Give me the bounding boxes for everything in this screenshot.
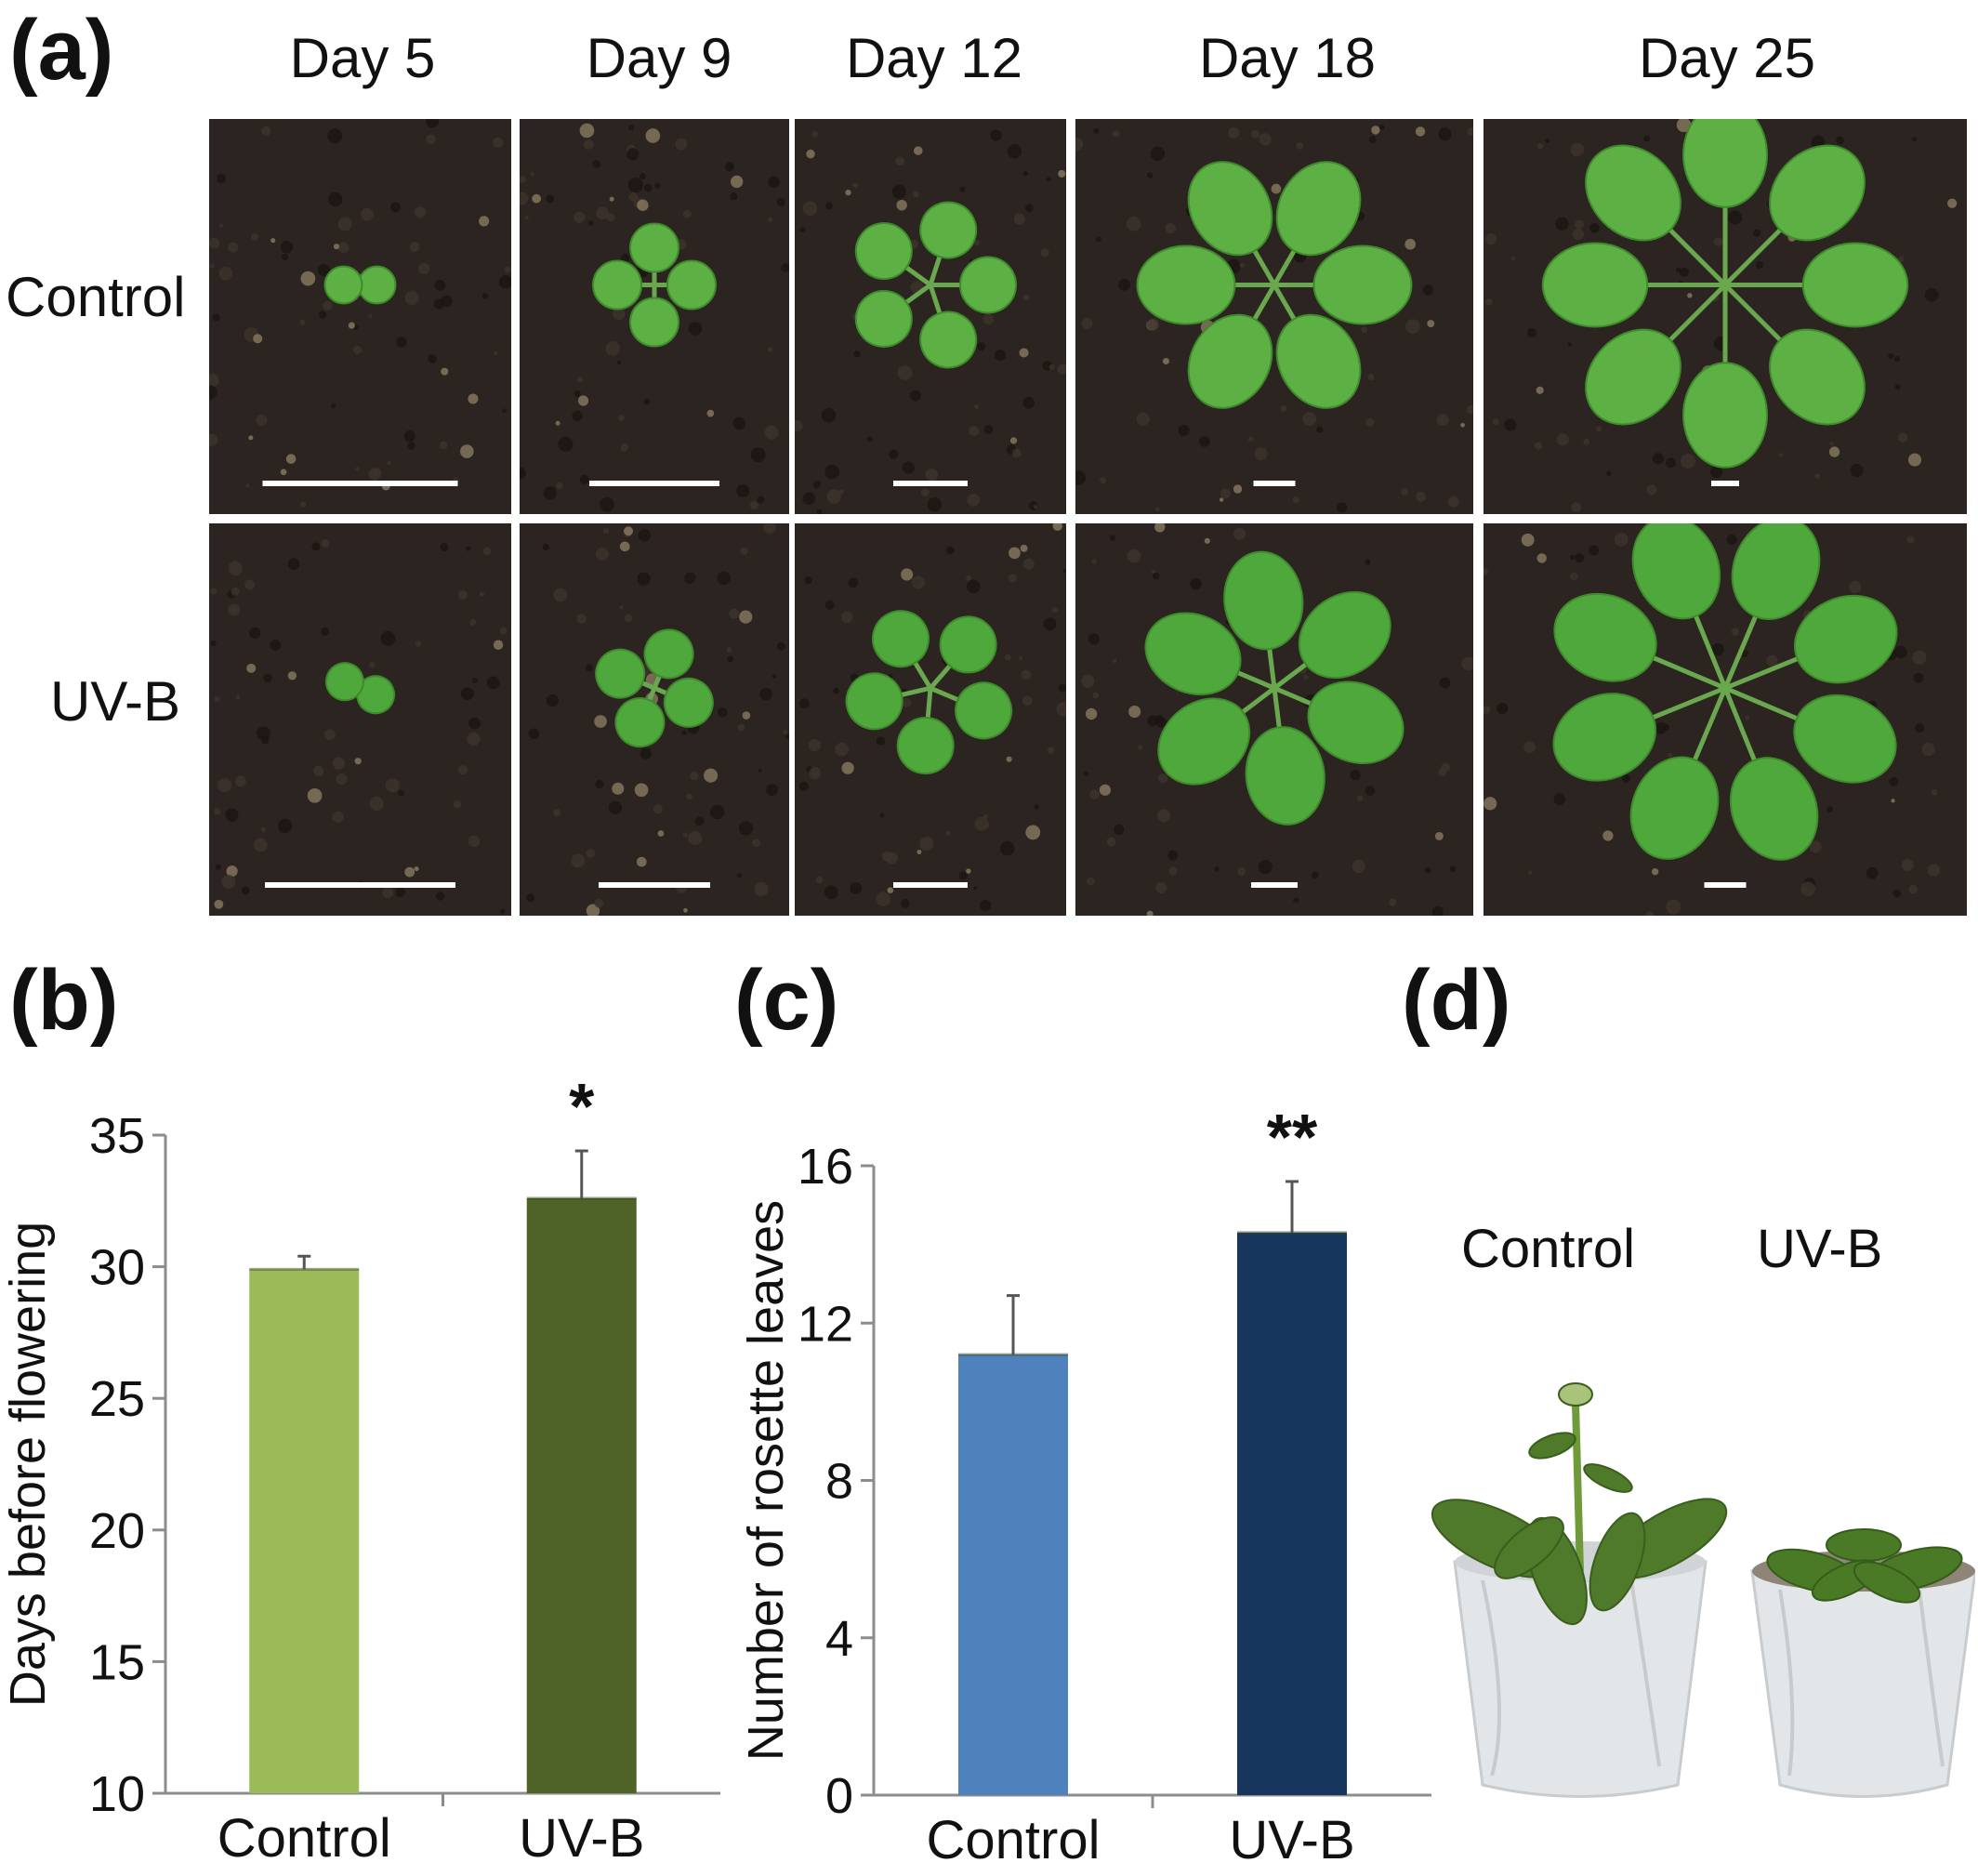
y-axis-title: Number of rosette leaves [738,1200,794,1761]
bar-uv-b [1237,1232,1347,1795]
y-tick-label: 4 [825,1611,853,1667]
day-label-2: Day 9 [586,27,732,89]
y-tick-label: 0 [825,1768,853,1824]
significance-marker: ** [1267,1101,1318,1173]
day-label-3: Day 12 [845,27,1023,89]
potted-plants-illustration [1431,1382,1975,1798]
panel-b-letter: (b) [9,953,119,1048]
pot-label-control: Control [1461,1219,1635,1279]
y-tick-label: 8 [825,1454,853,1510]
y-tick-label: 12 [798,1296,853,1352]
y-tick-label: 25 [89,1371,145,1427]
x-category-label: Control [218,1808,391,1869]
row-label-uvb: UV-B [50,670,181,733]
seedling-photo-control-day-5 [1484,119,1967,514]
seedling-photo-uvb-day-5 [1484,523,1967,916]
pot-label-uvb: UV-B [1757,1219,1883,1279]
seedling-photo-control-day-4 [1075,119,1473,514]
y-axis-title: Days before flowering [0,1222,56,1707]
day-label-5: Day 25 [1638,27,1816,89]
day-label-4: Day 18 [1198,27,1377,89]
uvb-plant [1766,1528,1963,1604]
seedling-photo-control-day-2 [520,119,789,514]
seedling-photo-uvb-day-4 [1075,523,1473,916]
chart-b: Days before flowering 10 15 20 25 30 35 Control… [0,1070,720,1869]
x-category-label: Control [927,1810,1101,1870]
bar-control [249,1269,360,1793]
row-label-control: Control [6,266,186,328]
seedling-photo-uvb-day-1 [209,523,511,916]
bar-control [958,1354,1068,1795]
seedling-photo-control-day-1 [209,119,511,514]
y-tick-label: 10 [89,1766,145,1822]
panel-c-letter: (c) [734,953,839,1048]
seedling-photo-control-day-3 [795,119,1066,514]
y-tick-label: 20 [89,1503,145,1559]
panel-d-letter: (d) [1402,953,1511,1048]
y-tick-label: 30 [89,1240,145,1296]
seedling-photo-uvb-day-2 [520,523,789,916]
y-tick-label: 16 [798,1139,853,1195]
chart-c: Number of rosette leaves 0 4 8 12 16 Control **… [738,1101,1431,1870]
x-category-label: UV-B [519,1808,644,1869]
seedling-photo-uvb-day-3 [795,523,1066,916]
day-label-1: Day 5 [289,27,436,89]
bar-uv-b [526,1197,637,1793]
y-tick-label: 15 [89,1634,145,1690]
significance-marker: * [569,1070,595,1143]
panel-a-letter: (a) [9,3,114,98]
y-tick-label: 35 [89,1108,145,1164]
x-category-label: UV-B [1229,1810,1354,1870]
control-plant [1431,1382,1728,1626]
